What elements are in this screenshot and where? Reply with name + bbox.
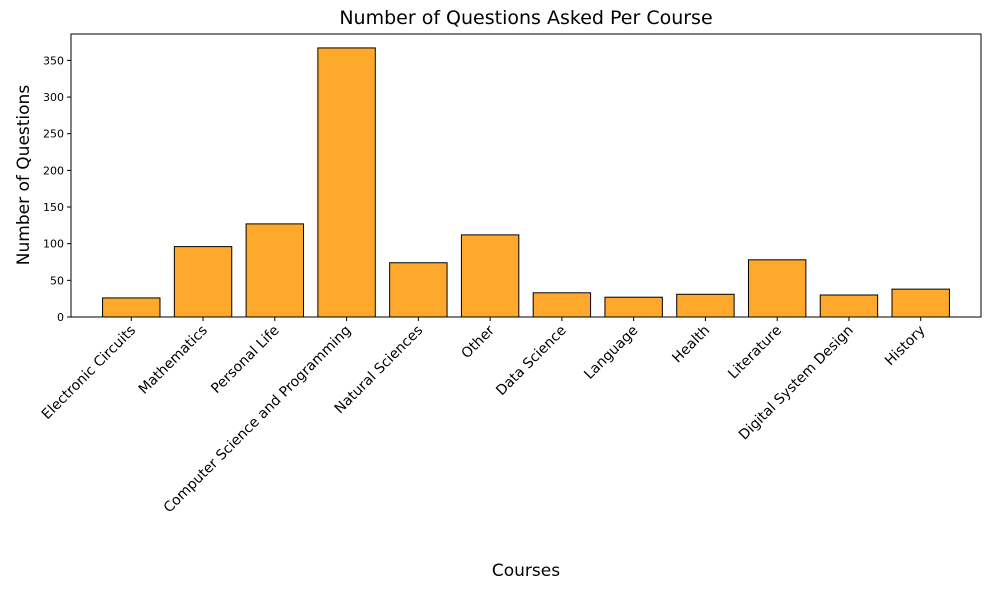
y-tick-label: 350 [43, 54, 64, 67]
bar [891, 288, 950, 318]
y-tick-label: 300 [43, 91, 64, 104]
bar [819, 294, 879, 318]
y-tick-label: 100 [43, 238, 64, 251]
bar [102, 297, 161, 318]
y-axis-label: Number of Questions [14, 85, 34, 266]
y-tick-label: 250 [43, 128, 64, 141]
bar [747, 259, 807, 318]
bar [532, 292, 592, 318]
y-tick-label: 0 [57, 311, 64, 324]
bar [604, 296, 663, 318]
bar [317, 47, 376, 318]
y-tick-label: 200 [43, 164, 64, 177]
y-axis: 0 50 100 150 200 250 300 350 [43, 54, 71, 324]
chart-title: Number of Questions Asked Per Course [339, 7, 712, 29]
plot-frame [70, 33, 982, 318]
x-axis-label: Courses [492, 561, 560, 581]
y-tick-label: 50 [50, 274, 64, 287]
bars-layer [102, 47, 950, 318]
bar [389, 262, 448, 318]
bar [245, 223, 305, 318]
bar [676, 293, 735, 318]
y-tick-label: 150 [43, 201, 64, 214]
bar [173, 246, 233, 318]
bar [460, 234, 520, 318]
